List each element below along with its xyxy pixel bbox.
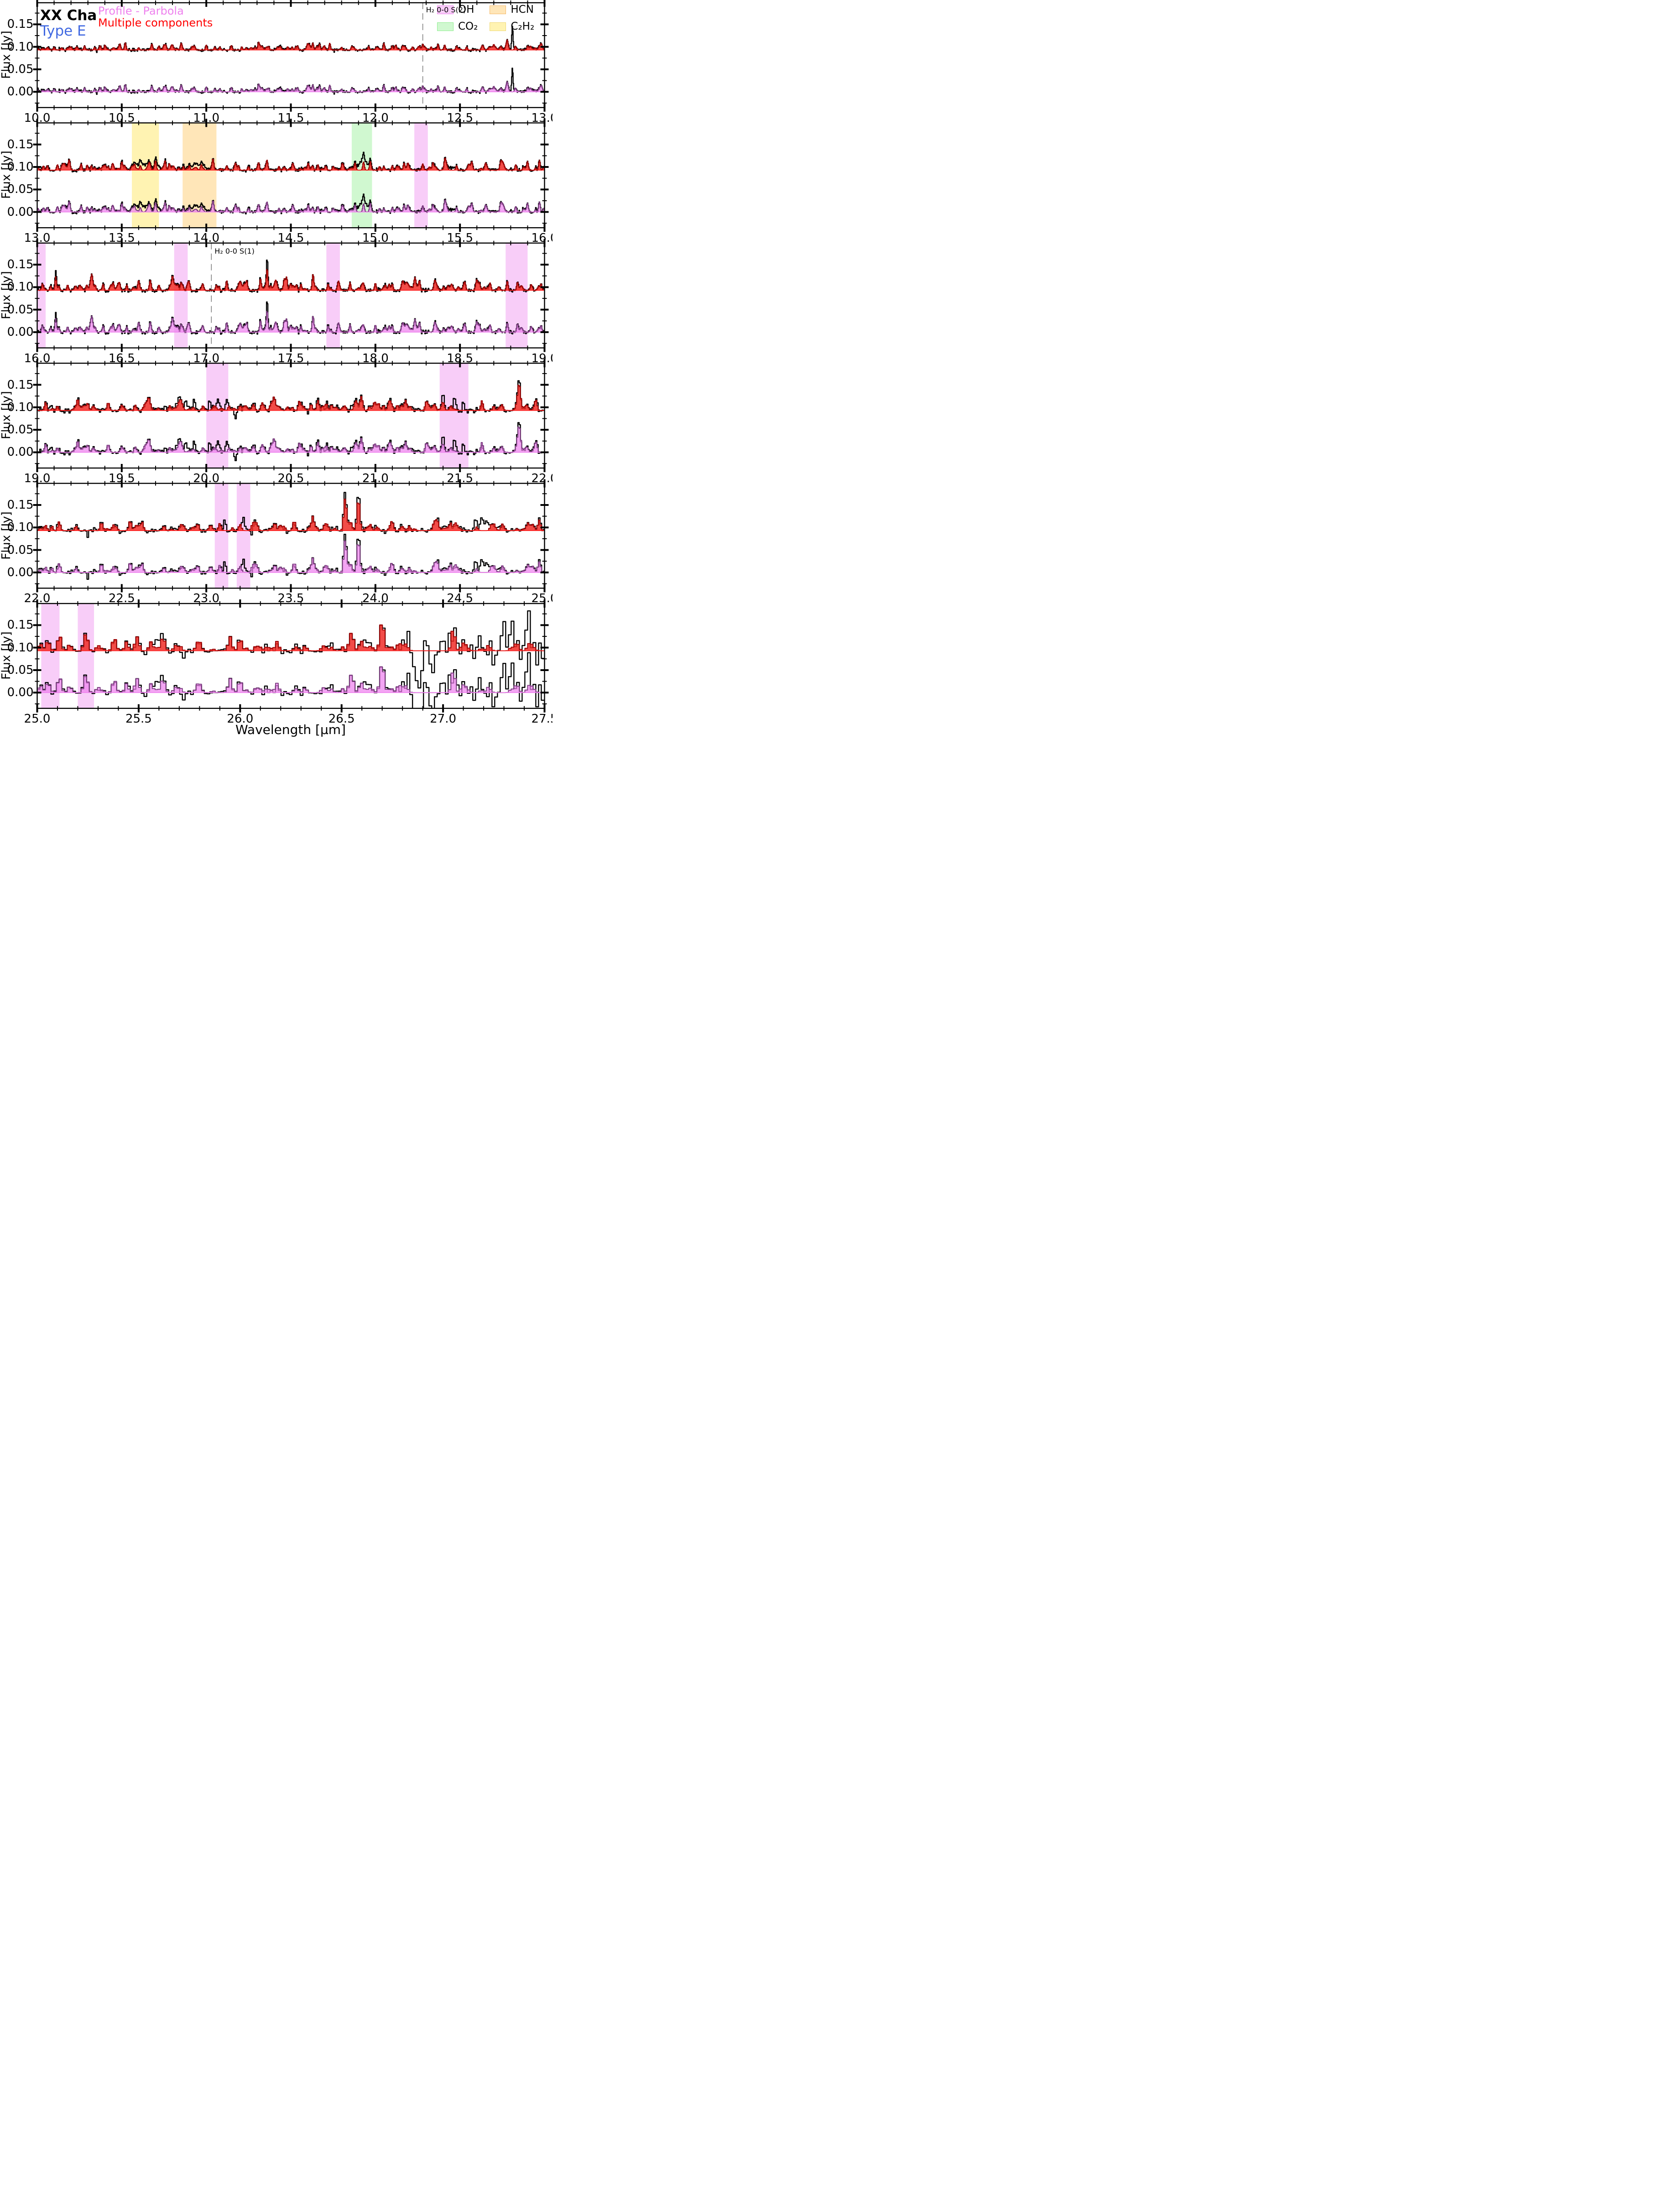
y-tick-label: 0.10 [7,400,34,414]
h2-line-label: H₂ 0-0 S(2) [426,5,466,14]
x-tick-label: 14.5 [277,231,304,245]
x-tick-label: 10.5 [108,111,135,125]
spectra-canvas [0,0,553,737]
y-tick-label: 0.10 [7,640,34,655]
legend-column: HCN C₂H₂ [490,4,534,32]
y-tick-label: 0.00 [7,325,34,339]
y-tick-label: 0.05 [7,62,34,76]
y-axis-title: Flux [Jy] [0,511,13,560]
x-tick-label: 18.5 [447,351,474,365]
x-tick-label: 11.0 [193,111,220,125]
x-tick-label: 17.0 [193,351,220,365]
legend-item-hcn: HCN [490,4,534,16]
x-tick-label: 15.0 [362,231,389,245]
x-tick-label: 14.0 [193,231,220,245]
y-tick-label: 0.10 [7,520,34,535]
x-tick-label: 13.5 [108,231,135,245]
y-tick-label: 0.15 [7,618,34,632]
components-label: Multiple components [98,16,213,29]
x-tick-label: 16.5 [108,351,135,365]
x-tick-label: 13.0 [531,111,553,125]
y-axis-title: Flux [Jy] [0,31,13,79]
x-tick-label: 16.0 [24,351,51,365]
y-tick-label: 0.15 [7,498,34,512]
legend-label: C₂H₂ [511,21,535,32]
legend-label: CO₂ [458,21,478,32]
legend-column: OH CO₂ [437,4,478,32]
y-tick-label: 0.05 [7,182,34,197]
x-tick-label: 12.0 [362,111,389,125]
x-tick-label: 20.0 [193,472,220,485]
x-tick-label: 24.0 [362,592,389,606]
x-tick-label: 23.5 [277,592,304,606]
x-tick-label: 11.5 [277,111,304,125]
y-tick-label: 0.15 [7,137,34,151]
spectra-figure: XX Cha Type E Profile - Parbola Multiple… [0,0,553,737]
co2-band-swatch [437,22,454,31]
y-tick-label: 0.15 [7,378,34,392]
x-tick-label: 12.5 [447,111,474,125]
y-tick-label: 0.05 [7,543,34,557]
x-tick-label: 17.5 [277,351,304,365]
x-tick-label: 13.0 [24,231,51,245]
legend-label: HCN [511,4,534,16]
x-tick-label: 21.5 [447,472,474,485]
y-tick-label: 0.00 [7,445,34,459]
y-tick-label: 0.05 [7,423,34,437]
x-tick-label: 22.0 [531,472,553,485]
y-tick-label: 0.00 [7,85,34,99]
y-tick-label: 0.10 [7,40,34,54]
x-tick-label: 26.5 [328,712,355,726]
object-type-label: Type E [40,23,86,39]
y-axis-title: Flux [Jy] [0,391,13,439]
x-tick-label: 27.5 [531,712,553,726]
y-tick-label: 0.00 [7,686,34,700]
y-axis-title: Flux [Jy] [0,151,13,199]
x-tick-label: 16.0 [531,231,553,245]
object-name: XX Cha [40,7,97,24]
x-tick-label: 22.0 [24,592,51,606]
x-tick-label: 22.5 [108,592,135,606]
y-tick-label: 0.10 [7,160,34,174]
x-tick-label: 21.0 [362,472,389,485]
y-tick-label: 0.15 [7,258,34,272]
c2h2-band-swatch [490,22,506,31]
y-tick-label: 0.05 [7,302,34,317]
x-tick-label: 23.0 [193,592,220,606]
profile-label: Profile - Parbola [98,5,184,17]
y-tick-label: 0.00 [7,565,34,579]
legend: OH CO₂ HCN C₂H₂ [437,4,534,32]
x-tick-label: 19.5 [108,472,135,485]
x-axis-title: Wavelength [μm] [235,722,346,737]
y-axis-title: Flux [Jy] [0,271,13,319]
x-tick-label: 25.0 [531,592,553,606]
x-tick-label: 26.0 [227,712,254,726]
oh-band-swatch [437,5,454,14]
x-tick-label: 20.5 [277,472,304,485]
y-tick-label: 0.15 [7,17,34,31]
legend-item-co2: CO₂ [437,21,478,32]
y-axis-title: Flux [Jy] [0,631,13,680]
x-tick-label: 15.5 [447,231,474,245]
y-tick-label: 0.05 [7,663,34,677]
x-tick-label: 19.0 [531,351,553,365]
x-tick-label: 25.0 [24,712,51,726]
x-tick-label: 27.0 [430,712,457,726]
x-tick-label: 19.0 [24,472,51,485]
h2-line-label: H₂ 0-0 S(1) [214,246,255,255]
x-tick-label: 24.5 [447,592,474,606]
legend-item-oh: OH [437,4,478,16]
hcn-band-swatch [490,5,506,14]
x-tick-label: 10.0 [24,111,51,125]
y-tick-label: 0.00 [7,205,34,219]
y-tick-label: 0.10 [7,280,34,294]
x-tick-label: 18.0 [362,351,389,365]
legend-item-c2h2: C₂H₂ [490,21,534,32]
x-tick-label: 25.5 [125,712,152,726]
legend-label: OH [458,4,474,16]
